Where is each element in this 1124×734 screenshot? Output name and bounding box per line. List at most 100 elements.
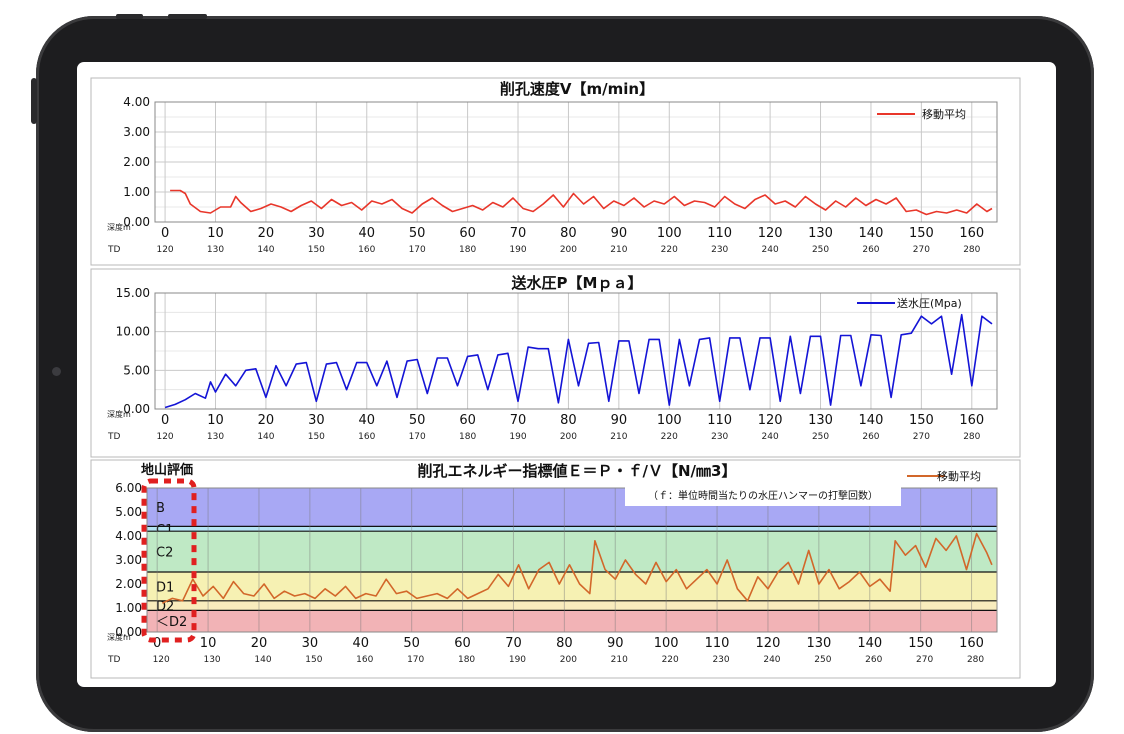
chart-3-note-bg xyxy=(625,484,901,506)
chart-3-xtick-12: 120 xyxy=(756,636,781,651)
chart-3-eval-label: 地山評価 xyxy=(141,462,193,478)
chart-3-td-tick-10: 220 xyxy=(662,655,679,665)
chart-2-xtick-9: 90 xyxy=(611,413,628,428)
chart-3-td-tick-3: 150 xyxy=(305,655,322,665)
chart-3-xtick-4: 40 xyxy=(352,636,369,651)
chart-3-td-tick-12: 240 xyxy=(763,655,780,665)
chart-2-td-tick-16: 280 xyxy=(963,432,980,442)
chart-1-plot-border xyxy=(154,101,998,223)
chart-2-td-tick-5: 170 xyxy=(409,432,426,442)
chart-3-band-5 xyxy=(147,610,997,632)
chart-3-xtick-1: 10 xyxy=(200,636,217,651)
chart-2-ytick-3: 0.00 xyxy=(123,402,150,416)
chart-1-xtick-9: 90 xyxy=(611,226,628,241)
chart-3-band-label-0: B xyxy=(156,501,165,516)
chart-1-td-tick-6: 180 xyxy=(459,245,476,255)
chart-3-td-tick-8: 200 xyxy=(560,655,577,665)
chart-2-xtick-5: 50 xyxy=(409,413,426,428)
chart-1-td-tick-5: 170 xyxy=(409,245,426,255)
charts-area: 4.00 3.00 2.00 1.00 0.00 0 10 20 30 40 50 60 70 80 90 1… xyxy=(90,77,1021,679)
chart-1-xtick-14: 140 xyxy=(859,226,884,241)
chart-3-td-tick-4: 160 xyxy=(356,655,373,665)
chart-2-td-tick-4: 160 xyxy=(358,432,375,442)
chart-3-xtick-16: 160 xyxy=(959,636,984,651)
chart-2-td-tick-2: 140 xyxy=(257,432,274,442)
chart-1-series-line xyxy=(170,189,993,216)
chart-1-ytick-1: 3.00 xyxy=(123,125,150,139)
chart-1-xtick-13: 130 xyxy=(808,226,833,241)
chart-3-band-label-5: ＜D2 xyxy=(156,615,187,630)
chart-1-xtick-10: 100 xyxy=(657,226,682,241)
chart-2-td-tick-0: 120 xyxy=(156,432,173,442)
chart-3-band-1 xyxy=(147,526,997,532)
chart-2-xtick-12: 120 xyxy=(758,413,783,428)
chart-2-ytick-2: 5.00 xyxy=(123,363,150,377)
chart-3-xtick-7: 70 xyxy=(505,636,522,651)
chart-3-plot-border xyxy=(146,487,998,633)
chart-3-td-tick-0: 120 xyxy=(153,655,170,665)
chart-2-series-line xyxy=(164,313,993,409)
chart-2-xtick-7: 70 xyxy=(510,413,527,428)
chart-3-td-tick-6: 180 xyxy=(458,655,475,665)
chart-2-plot-border xyxy=(154,292,998,410)
chart-3-ytick-4: 2.00 xyxy=(115,577,142,591)
chart-2-td-label: TD xyxy=(107,432,120,442)
chart-3-legend-text: 移動平均 xyxy=(937,469,981,483)
chart-1-td-tick-14: 260 xyxy=(862,245,879,255)
chart-2-td-tick-8: 200 xyxy=(560,432,577,442)
chart-2-xtick-8: 80 xyxy=(560,413,577,428)
tablet-side-button xyxy=(31,78,37,124)
chart-2-legend-text: 送水圧(Mpa) xyxy=(897,296,962,310)
tablet-top-button-right xyxy=(168,14,207,19)
chart-1-ytick-3: 1.00 xyxy=(123,185,150,199)
chart-1-td-tick-3: 150 xyxy=(308,245,325,255)
chart-3-title: 削孔エネルギー指標値Ｅ＝Ｐ・ｆ/Ｖ【N/㎜3】 xyxy=(418,462,737,480)
chart-1-ytick-2: 2.00 xyxy=(123,155,150,169)
tablet-screen: 4.00 3.00 2.00 1.00 0.00 0 10 20 30 40 50 60 70 80 90 1… xyxy=(77,62,1056,687)
chart-1-xtick-0: 0 xyxy=(161,226,169,241)
chart-1-td-tick-15: 270 xyxy=(913,245,930,255)
chart-2-ytick-0: 15.00 xyxy=(116,286,150,300)
chart-3-ytick-5: 1.00 xyxy=(115,601,142,615)
chart-2-xtick-2: 20 xyxy=(258,413,275,428)
chart-1-td-tick-2: 140 xyxy=(257,245,274,255)
chart-2-xtick-10: 100 xyxy=(657,413,682,428)
chart-2-xtick-0: 0 xyxy=(161,413,169,428)
chart-1-td-tick-12: 240 xyxy=(762,245,779,255)
chart-1-xtick-11: 110 xyxy=(707,226,732,241)
chart-3-xtick-15: 150 xyxy=(908,636,933,651)
chart-2-td-tick-9: 210 xyxy=(610,432,627,442)
chart-2-td-tick-11: 230 xyxy=(711,432,728,442)
chart-3-xtick-13: 130 xyxy=(806,636,831,651)
chart-1-xtick-12: 120 xyxy=(758,226,783,241)
chart-3-ytick-6: 0.00 xyxy=(115,625,142,639)
chart-2-panel xyxy=(90,268,1021,458)
chart-2-xtick-13: 130 xyxy=(808,413,833,428)
chart-2-ytick-1: 10.00 xyxy=(116,325,150,339)
chart-3-ytick-3: 3.00 xyxy=(115,553,142,567)
chart-1-ytick-4: 0.00 xyxy=(123,215,150,229)
chart-3-ytick-2: 4.00 xyxy=(115,529,142,543)
chart-1-xtick-1: 10 xyxy=(207,226,224,241)
chart-2-td-tick-15: 270 xyxy=(913,432,930,442)
chart-1-td-label: TD xyxy=(107,245,120,255)
chart-3-xtick-3: 30 xyxy=(302,636,319,651)
chart-3-td-tick-15: 270 xyxy=(916,655,933,665)
chart-3-xtick-10: 100 xyxy=(654,636,679,651)
chart-2-xtick-11: 110 xyxy=(707,413,732,428)
chart-3-band-label-3: D1 xyxy=(156,580,174,595)
chart-1-td-tick-11: 230 xyxy=(711,245,728,255)
chart-3-band-4 xyxy=(147,600,997,611)
chart-3-xtick-5: 50 xyxy=(403,636,420,651)
chart-3-note: （ｆ：単位時間当たりの水圧ハンマーの打撃回数） xyxy=(648,489,878,502)
chart-2-td-tick-1: 130 xyxy=(207,432,224,442)
chart-2-td-tick-6: 180 xyxy=(459,432,476,442)
chart-1-xtick-2: 20 xyxy=(258,226,275,241)
chart-1-ytick-0: 4.00 xyxy=(123,95,150,109)
chart-2-td-tick-10: 220 xyxy=(661,432,678,442)
chart-2-xtick-15: 150 xyxy=(909,413,934,428)
chart-1-td-tick-1: 130 xyxy=(207,245,224,255)
chart-1-title: 削孔速度V【m/min】 xyxy=(500,80,654,98)
chart-1-xtick-8: 80 xyxy=(560,226,577,241)
chart-3-td-tick-7: 190 xyxy=(509,655,526,665)
